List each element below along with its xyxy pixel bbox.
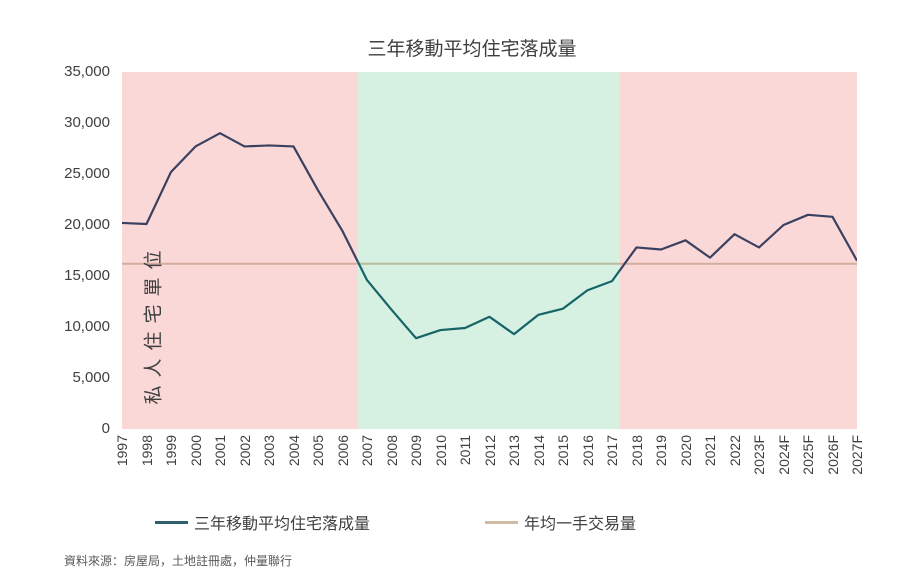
baseline-line-swatch <box>485 520 519 524</box>
x-tick-label: 1997 <box>114 435 130 467</box>
y-tick-label: 25,000 <box>64 165 110 182</box>
x-tick-label: 2017 <box>604 435 620 467</box>
x-tick-label: 2009 <box>408 435 424 467</box>
moving-average-line-segment-2 <box>619 213 858 274</box>
x-tick-label: 2026F <box>824 435 841 475</box>
x-tick-label: 2027F <box>849 435 865 475</box>
legend-item-baseline: 年均一手交易量 <box>485 510 636 534</box>
x-tick-label: 2025F <box>800 435 816 475</box>
legend: 三年移動平均住宅落成量 年均一手交易量 <box>0 506 901 538</box>
y-tick-label: 0 <box>101 420 110 437</box>
x-tick-label: 2022 <box>726 435 743 467</box>
line-chart-svg <box>122 72 858 429</box>
y-tick-label: 10,000 <box>64 318 110 335</box>
moving-average-line-segment-1 <box>357 259 620 340</box>
x-tick-label: 2019 <box>653 435 669 467</box>
legend-label-moving-average: 三年移動平均住宅落成量 <box>194 516 371 533</box>
background-band-1 <box>357 72 620 429</box>
x-tick-label: 2001 <box>212 435 228 467</box>
x-tick-label: 2024F <box>775 435 792 475</box>
x-tick-label: 2012 <box>481 435 498 467</box>
x-tick-label: 2010 <box>432 435 449 467</box>
legend-label-baseline: 年均一手交易量 <box>524 516 637 533</box>
x-tick-label: 2015 <box>555 435 571 467</box>
legend-item-moving-average: 三年移動平均住宅落成量 <box>155 510 370 534</box>
moving-average-line-swatch <box>155 520 188 524</box>
x-tick-label: 2020 <box>677 435 694 467</box>
x-tick-label: 2013 <box>506 435 522 467</box>
x-tick-label: 2023F <box>751 435 767 475</box>
x-tick-label: 2007 <box>359 435 375 467</box>
plot-area: 私人住宅單位 <box>122 72 858 429</box>
x-tick-label: 2016 <box>579 435 596 467</box>
x-tick-label: 2011 <box>457 435 473 466</box>
y-tick-label: 5,000 <box>72 369 110 386</box>
x-tick-label: 1999 <box>163 435 179 467</box>
x-tick-label: 2000 <box>187 435 204 467</box>
y-tick-label: 35,000 <box>64 63 110 80</box>
chart-title: 三年移動平均住宅落成量 <box>367 39 577 60</box>
x-tick-label: 2018 <box>628 435 645 467</box>
x-tick-label: 2005 <box>310 435 326 467</box>
x-tick-label: 2014 <box>530 435 547 467</box>
x-tick-label: 1998 <box>138 435 155 467</box>
x-tick-label: 2003 <box>261 435 277 467</box>
x-tick-label: 2021 <box>702 435 718 467</box>
background-band-0 <box>122 72 358 429</box>
x-tick-label: 2002 <box>236 435 253 467</box>
moving-average-line-segment-0 <box>122 132 358 265</box>
y-tick-label: 20,000 <box>64 216 110 233</box>
source-note: 資料來源：房屋局，土地註冊處，仲量聯行 <box>64 554 293 568</box>
y-tick-label: 15,000 <box>64 267 110 284</box>
x-tick-label: 2006 <box>334 435 351 467</box>
y-axis-title: 私人住宅單位 <box>143 242 165 405</box>
background-band-2 <box>619 72 857 429</box>
x-tick-label: 2004 <box>285 435 302 467</box>
y-tick-label: 30,000 <box>64 114 110 131</box>
x-tick-label: 2008 <box>383 435 400 467</box>
